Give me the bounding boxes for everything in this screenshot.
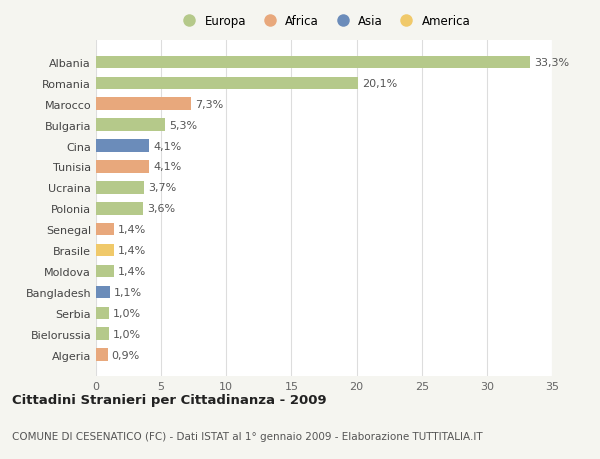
Text: 0,9%: 0,9% (112, 350, 140, 360)
Bar (96, 202, 143, 215)
Text: 1,0%: 1,0% (113, 308, 141, 318)
Bar (96, 98, 191, 111)
Legend: Europa, Africa, Asia, America: Europa, Africa, Asia, America (173, 11, 475, 33)
Text: 5,3%: 5,3% (169, 120, 197, 130)
Text: 33,3%: 33,3% (534, 58, 569, 68)
Bar (96, 286, 110, 298)
Bar (96, 119, 165, 132)
Bar (96, 244, 114, 257)
Bar (96, 182, 144, 194)
Bar (96, 224, 114, 236)
Bar (96, 349, 108, 361)
Text: 4,1%: 4,1% (154, 162, 182, 172)
Bar (96, 140, 149, 152)
Text: 7,3%: 7,3% (195, 100, 223, 110)
Text: 1,1%: 1,1% (114, 287, 142, 297)
Text: 1,4%: 1,4% (118, 225, 146, 235)
Text: 1,0%: 1,0% (113, 329, 141, 339)
Bar (96, 328, 109, 340)
Text: 3,6%: 3,6% (147, 204, 175, 214)
Bar (96, 78, 358, 90)
Text: 1,4%: 1,4% (118, 246, 146, 256)
Text: 1,4%: 1,4% (118, 266, 146, 276)
Text: COMUNE DI CESENATICO (FC) - Dati ISTAT al 1° gennaio 2009 - Elaborazione TUTTITA: COMUNE DI CESENATICO (FC) - Dati ISTAT a… (12, 431, 482, 441)
Text: 4,1%: 4,1% (154, 141, 182, 151)
Bar (96, 161, 149, 174)
Text: Cittadini Stranieri per Cittadinanza - 2009: Cittadini Stranieri per Cittadinanza - 2… (12, 393, 326, 406)
Bar (96, 307, 109, 319)
Text: 3,7%: 3,7% (148, 183, 176, 193)
Bar (96, 265, 114, 278)
Text: 20,1%: 20,1% (362, 78, 397, 89)
Bar (96, 56, 530, 69)
